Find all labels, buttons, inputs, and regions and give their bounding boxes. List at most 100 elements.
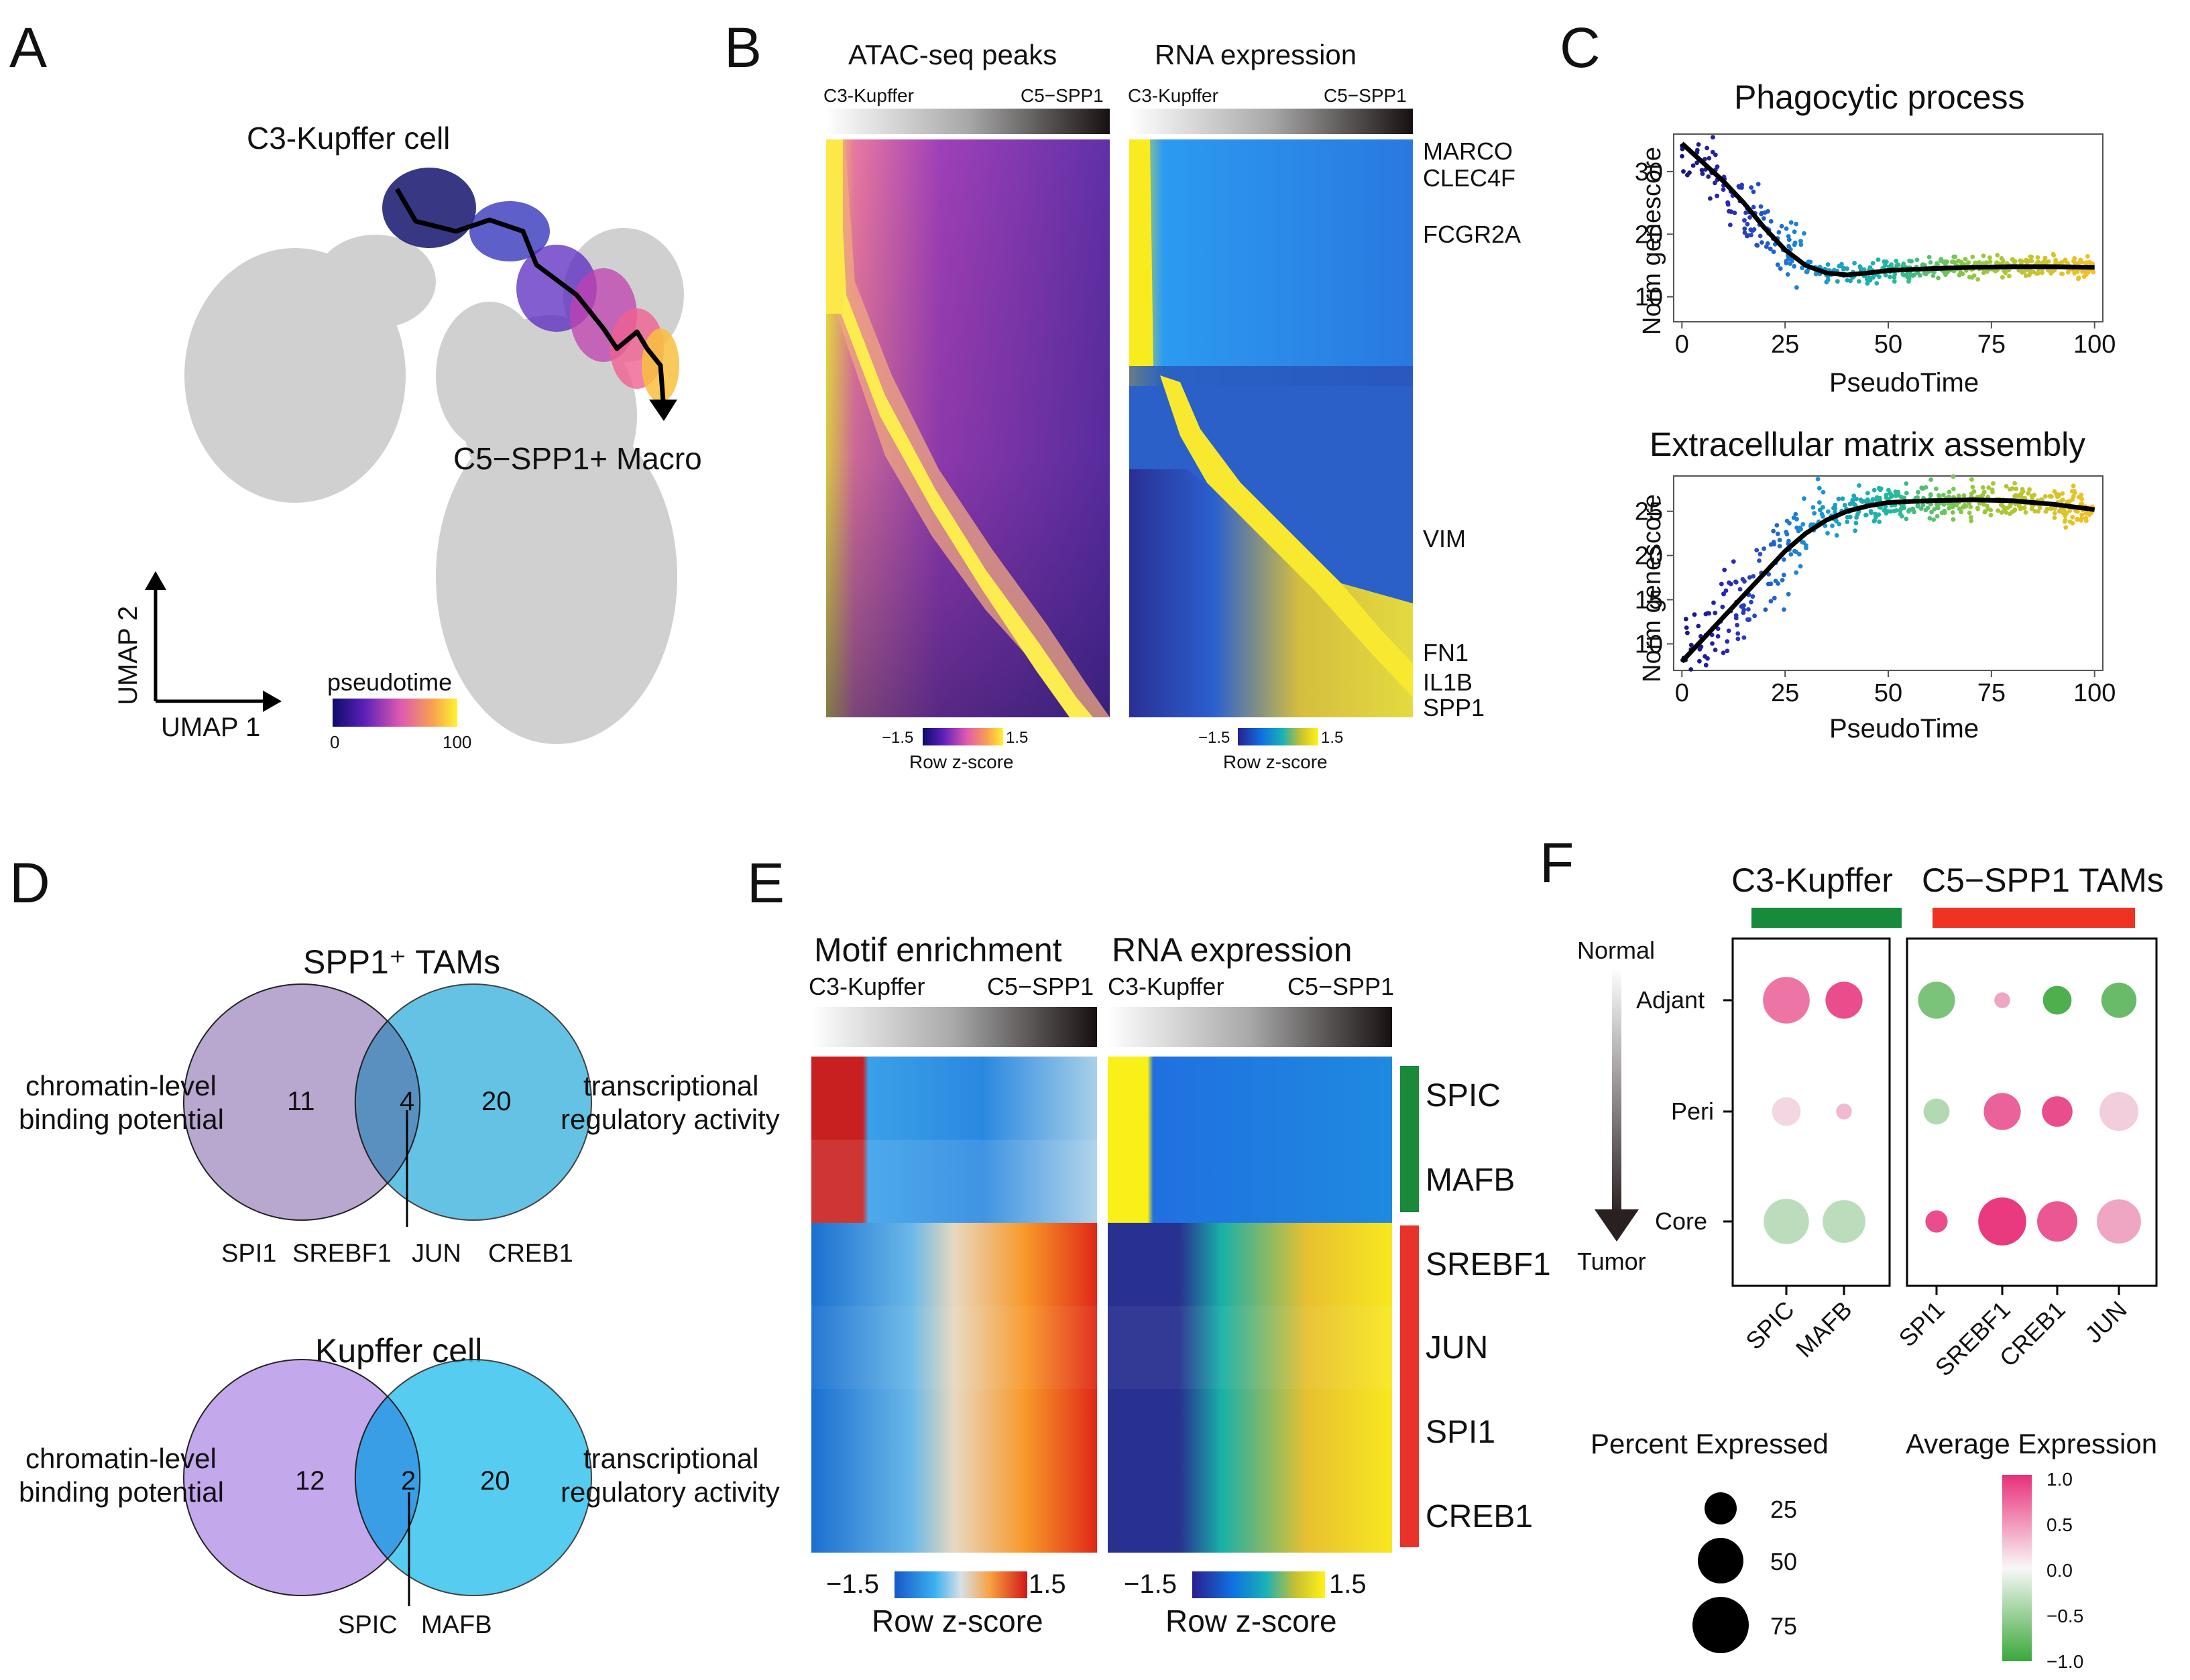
scatter-point bbox=[1792, 240, 1798, 245]
scatter-point bbox=[1798, 239, 1803, 244]
scatter-point bbox=[1980, 493, 1985, 498]
scatter-point bbox=[1967, 510, 1972, 516]
scatter-point bbox=[1711, 600, 1716, 605]
pseudotime-bar-e-left bbox=[811, 1007, 1097, 1047]
scatter-point bbox=[2016, 267, 2022, 273]
scatter-point bbox=[1788, 220, 1794, 225]
scatter-point bbox=[2087, 259, 2092, 265]
scale-e-right-max: 1.5 bbox=[1329, 1569, 1367, 1599]
scatter-point bbox=[2028, 254, 2033, 259]
scatter-point bbox=[1892, 508, 1897, 514]
venn2-right-label-2: regulatory activity bbox=[561, 1476, 780, 1508]
scatter-point bbox=[2076, 495, 2081, 499]
venn1-title: SPP1⁺ TAMs bbox=[303, 943, 500, 981]
gradient-arrow-shaft bbox=[1612, 968, 1621, 1216]
scatter-point bbox=[1857, 279, 1861, 284]
x-tick-label: 50 bbox=[1874, 331, 1902, 359]
scatter-point bbox=[1847, 514, 1853, 520]
scatter-point bbox=[1830, 523, 1835, 528]
scatter-point bbox=[1762, 546, 1767, 551]
scatter-point bbox=[1713, 610, 1718, 615]
scatter-point bbox=[1882, 259, 1887, 264]
scatter-point bbox=[1922, 271, 1927, 276]
dot-adjant-spi1 bbox=[1918, 981, 1955, 1019]
scatter-point bbox=[2014, 493, 2018, 498]
venn1-left-label-1: chromatin-level bbox=[25, 1070, 217, 1101]
scatter-point bbox=[1999, 510, 2004, 515]
scatter-point bbox=[1870, 261, 1876, 265]
scatter-point bbox=[1939, 257, 1944, 262]
scatter-point bbox=[1835, 279, 1840, 284]
scatter1-xlabel: PseudoTime bbox=[1829, 368, 1979, 398]
scale-b-left-min: −1.5 bbox=[882, 729, 913, 747]
gene-label-e-spi1: SPI1 bbox=[1426, 1415, 1495, 1450]
scatter-point bbox=[1956, 493, 1961, 499]
scatter-point bbox=[2032, 492, 2037, 497]
scatter-point bbox=[1942, 508, 1947, 514]
scatter-point bbox=[1969, 491, 1974, 496]
scatter-point bbox=[1845, 520, 1850, 524]
scatter-point bbox=[1768, 246, 1773, 251]
scatter-point bbox=[1932, 507, 1937, 512]
pseudotime-legend-title: pseudotime bbox=[327, 668, 452, 696]
scatter-point bbox=[1981, 261, 1986, 266]
scatter-point bbox=[1754, 548, 1760, 552]
scatter-point bbox=[2059, 272, 2064, 276]
scatter-point bbox=[2053, 261, 2058, 265]
venn1-overlap-genes: SPI1 SREBF1 JUN CREB1 bbox=[221, 1240, 573, 1268]
scatter-point bbox=[1863, 513, 1868, 518]
bar-b-left-end: C5−SPP1 bbox=[1021, 85, 1104, 106]
trajectory-arrowhead bbox=[649, 400, 677, 421]
scatter-point bbox=[1750, 594, 1755, 599]
scatter-point bbox=[1774, 523, 1780, 528]
scatter-point bbox=[1853, 520, 1859, 526]
scatter-point bbox=[2000, 275, 2005, 280]
scatter-point bbox=[1757, 552, 1763, 556]
scatter-point bbox=[1825, 277, 1831, 282]
scatter-point bbox=[2052, 515, 2057, 520]
scatter-point bbox=[1854, 496, 1859, 501]
venn2-overlap-genes: SPIC MAFB bbox=[338, 1611, 492, 1639]
scatter-point bbox=[1694, 160, 1700, 166]
scatter-point bbox=[1688, 667, 1694, 672]
scatter-point bbox=[2008, 503, 2013, 509]
scatter-point bbox=[2028, 270, 2033, 276]
scatter-point bbox=[1910, 506, 1916, 512]
scatter-point bbox=[1754, 243, 1760, 247]
scale-b-right-bar bbox=[1238, 728, 1318, 745]
venn1-gene-jun: JUN bbox=[412, 1240, 461, 1268]
scatter-point bbox=[1957, 273, 1962, 278]
gene-label-fcgr2a: FCGR2A bbox=[1423, 221, 1521, 248]
scatter-point bbox=[1802, 231, 1806, 236]
scatter-point bbox=[1711, 135, 1715, 140]
scatter-point bbox=[1934, 486, 1939, 491]
scatter-point bbox=[2042, 255, 2048, 261]
venn1-gene-spi1: SPI1 bbox=[221, 1240, 276, 1268]
x-tick-label: 0 bbox=[1675, 679, 1689, 707]
scatter2-title: Extracellular matrix assembly bbox=[1650, 426, 2085, 463]
umap-end-label: C5−SPP1+ Macro bbox=[453, 441, 702, 476]
venn2-gene-spic: SPIC bbox=[338, 1611, 398, 1639]
scatter-point bbox=[2076, 276, 2081, 282]
gene-label-fn1: FN1 bbox=[1423, 639, 1468, 666]
gene-label-e-spic: SPIC bbox=[1426, 1078, 1501, 1114]
scale-b-left-title: Row z-score bbox=[909, 752, 1014, 772]
group-label-spp1-tams: C5−SPP1 TAMs bbox=[1922, 861, 2164, 899]
y-tick-label: 20 bbox=[1635, 542, 1663, 571]
scatter-point bbox=[1805, 268, 1810, 273]
scatter-point bbox=[1821, 514, 1825, 519]
scatter-point bbox=[1735, 631, 1741, 636]
scatter-point bbox=[1757, 233, 1763, 239]
panel-e: E Motif enrichment RNA expression C3-Kup… bbox=[747, 851, 1551, 1638]
scatter-phagocytic: 0 25 50 75 100 10 20 30 bbox=[1635, 133, 2116, 359]
scatter2-xlabel: PseudoTime bbox=[1829, 714, 1979, 743]
scatter-point bbox=[1768, 599, 1774, 604]
pseudotime-bar-b-left bbox=[826, 109, 1110, 134]
panel-letter-f: F bbox=[1540, 831, 1574, 894]
dotplot-row-labels: Adjant Peri Core bbox=[1636, 986, 1714, 1235]
scatter-point bbox=[1935, 505, 1941, 511]
scatter-point bbox=[1931, 517, 1937, 522]
scale-e-left-title: Row z-score bbox=[872, 1604, 1043, 1638]
scatter-point bbox=[1928, 492, 1933, 497]
venn2-overlap bbox=[354, 1395, 421, 1560]
